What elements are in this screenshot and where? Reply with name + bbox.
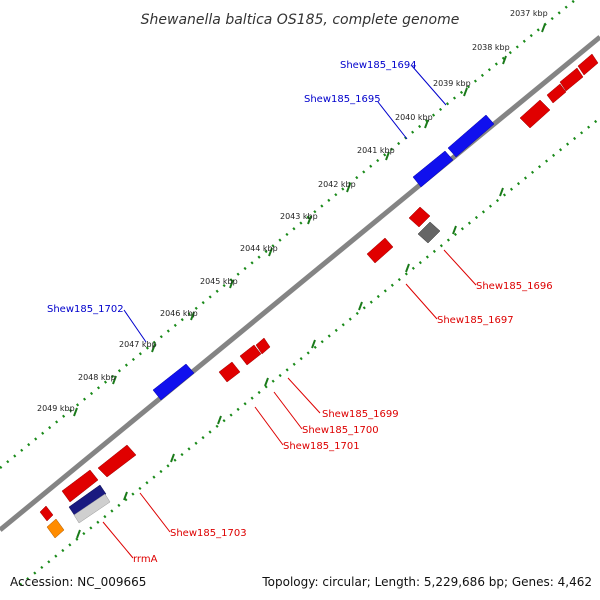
gene-Shew185_1701[interactable]: [218, 361, 241, 383]
tick-label: 2045 kbp: [200, 277, 238, 286]
leader-Shew185_1700: [273, 391, 303, 430]
gene-rrmA-b[interactable]: [46, 518, 65, 539]
leader-Shew185_1703: [139, 492, 171, 533]
gene-label-Shew185_1700[interactable]: Shew185_1700: [302, 425, 379, 436]
leader-Shew185_1697: [405, 283, 438, 320]
gene-Shew185_1696-a[interactable]: [408, 206, 431, 228]
map-title: Shewanella baltica OS185, complete genom…: [141, 12, 460, 28]
leader-rrmA: [102, 521, 134, 559]
kbp-tick-labels: 2037 kbp 2038 kbp 2039 kbp 2040 kbp 2041…: [37, 9, 548, 413]
label-leaders: [102, 65, 477, 559]
gene-Shew185_1695[interactable]: [412, 150, 454, 188]
tick-label: 2047 kbp: [119, 340, 157, 349]
leader-Shew185_1702: [123, 309, 147, 343]
gene-rrmA-a[interactable]: [39, 505, 54, 522]
genome-summary-text: Topology: circular; Length: 5,229,686 bp…: [261, 575, 592, 589]
gene-label-Shew185_1695[interactable]: Shew185_1695: [304, 94, 381, 105]
tick-label: 2046 kbp: [160, 309, 198, 318]
tick-label: 2039 kbp: [433, 79, 471, 88]
tick-label: 2048 kbp: [78, 373, 116, 382]
gene-right-2[interactable]: [546, 83, 567, 104]
gene-label-Shew185_1694[interactable]: Shew185_1694: [340, 60, 417, 71]
leader-Shew185_1699: [287, 377, 321, 414]
outer-major-ticks: [73, 23, 546, 417]
gene-labels: Shew185_1694 Shew185_1695 Shew185_1696 S…: [47, 60, 553, 565]
leader-Shew185_1701: [254, 406, 284, 446]
leader-Shew185_1695: [377, 101, 408, 140]
gene-right-1[interactable]: [519, 99, 551, 129]
gene-Shew185_1694[interactable]: [447, 114, 495, 158]
gene-Shew185_1703-b[interactable]: [61, 469, 99, 503]
gene-label-rrmA[interactable]: rrmA: [133, 554, 158, 565]
gene-label-Shew185_1703[interactable]: Shew185_1703: [170, 528, 247, 539]
gene-Shew185_1703-a[interactable]: [97, 444, 137, 478]
leader-Shew185_1694: [411, 65, 447, 106]
gene-label-Shew185_1696[interactable]: Shew185_1696: [476, 281, 553, 292]
gene-right-4[interactable]: [577, 53, 599, 76]
forward-genes: [152, 114, 495, 401]
gene-dark-trna[interactable]: [68, 484, 107, 517]
tick-label: 2041 kbp: [357, 146, 395, 155]
gene-label-Shew185_1699[interactable]: Shew185_1699: [322, 409, 399, 420]
gene-grey-pseudo[interactable]: [73, 493, 111, 524]
outer-scale-rail: [0, 0, 576, 469]
tick-label: 2044 kbp: [240, 244, 278, 253]
tick-label: 2038 kbp: [472, 43, 510, 52]
gene-Shew185_1702[interactable]: [152, 363, 195, 401]
tick-label: 2049 kbp: [37, 404, 75, 413]
tick-label: 2042 kbp: [318, 180, 356, 189]
inner-scale-rail: [19, 117, 600, 586]
gene-Shew185_1700[interactable]: [239, 344, 262, 366]
gene-label-Shew185_1701[interactable]: Shew185_1701: [283, 441, 360, 452]
genome-backbone: [0, 35, 600, 532]
tick-label: 2037 kbp: [510, 9, 548, 18]
inner-major-ticks: [76, 187, 504, 539]
gene-Shew185_1696-b[interactable]: [417, 221, 441, 244]
tick-label: 2043 kbp: [280, 212, 318, 221]
gene-label-Shew185_1702[interactable]: Shew185_1702: [47, 304, 124, 315]
gene-label-Shew185_1697[interactable]: Shew185_1697: [437, 315, 514, 326]
leader-Shew185_1696: [443, 249, 477, 286]
reverse-genes: [39, 53, 599, 539]
gene-Shew185_1699[interactable]: [255, 337, 271, 355]
accession-text: Accession: NC_009665: [10, 575, 146, 589]
gene-Shew185_1697[interactable]: [366, 237, 394, 264]
gene-right-3[interactable]: [559, 67, 584, 92]
tick-label: 2040 kbp: [395, 113, 433, 122]
